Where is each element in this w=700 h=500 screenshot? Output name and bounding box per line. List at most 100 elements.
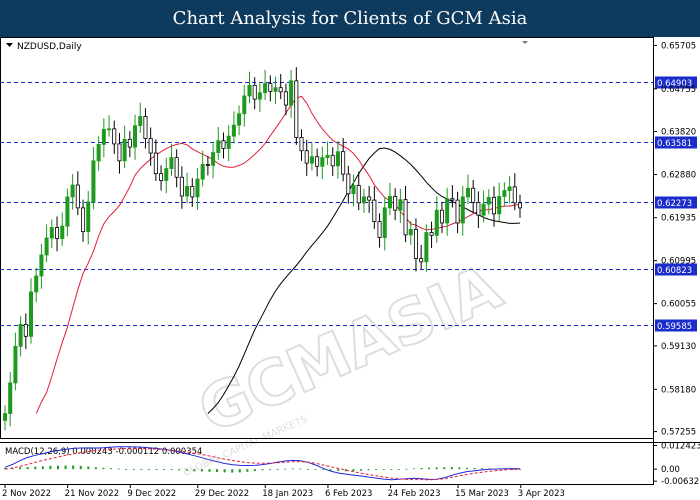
macd-histogram-bar [216,469,219,473]
candle-body [247,85,252,97]
macd-histogram-bar [72,465,75,470]
candle-body [419,258,424,263]
macd-histogram-bar [200,469,203,472]
candle-body [107,128,112,131]
fast-moving-average-line [35,95,521,414]
candle-body [507,186,512,191]
macd-histogram-bar [64,465,67,470]
time-tick-label: 15 Mar 2023 [455,489,509,499]
macd-histogram-bar [178,469,181,471]
candle-body [450,198,455,201]
time-tick-label: 24 Feb 2023 [388,489,441,499]
candle-body [221,140,226,149]
candle-body [2,413,8,421]
candle-body [28,291,34,337]
macd-histogram-bar [276,469,279,470]
macd-histogram-bar [4,468,6,470]
price-tick-label: 0.62880 [661,171,696,181]
time-axis: 2 Nov 2022 21 Nov 2022 9 Dec 2022 29 Dec 20… [2,484,565,499]
time-tick-label: 21 Nov 2022 [65,489,119,499]
macd-histogram-bar [488,468,491,470]
candle-body [491,196,497,215]
price-tick-label: 0.60995 [661,257,696,267]
candle-body [413,228,418,260]
macd-tick-label: 0.012423 [661,442,700,452]
candle-body [164,168,169,181]
price-panel-frame [0,37,654,439]
macd-histogram-bar [284,468,287,470]
candle-body [117,143,122,162]
macd-histogram-bar [435,467,438,470]
candle-body [278,87,283,93]
price-tick-label: 0.61935 [661,214,696,224]
macd-signal-line [4,448,521,481]
candle-body [320,157,325,167]
candle-body [377,221,382,238]
macd-histogram-bar [481,468,484,470]
time-tick-label: 9 Dec 2022 [127,489,176,499]
candle-body [512,186,517,204]
dropdown-triangle-icon [6,43,13,47]
macd-histogram-bar [94,467,97,470]
candle-body [356,185,361,204]
macd-histogram-bar [147,469,150,470]
candle-body [101,128,106,145]
candle-body [231,124,236,137]
candle-body [216,140,221,153]
candle-body [112,128,117,145]
level-tag [655,319,697,332]
macd-histogram-bar [140,469,143,470]
candle-body [55,227,60,239]
candle-body [497,196,502,215]
macd-histogram-bar [79,465,82,470]
macd-histogram-bar [117,468,120,470]
macd-histogram-bar [223,469,226,473]
candle-body [133,125,138,148]
candle-body [81,207,86,233]
candle-body [460,196,465,224]
candle-body [330,154,335,167]
macd-histogram-bar [299,468,302,470]
macd-histogram-bar [41,466,44,470]
candle-body [263,83,268,94]
candle-body [439,209,444,224]
candle-body [367,196,372,201]
price-axis-ticks: 0.65705 0.64755 0.63820 0.62880 0.61935 0.609… [653,41,696,438]
candle-body [283,91,288,106]
candle-body [195,178,200,198]
candle-body [465,187,470,198]
macd-histogram-bar [193,469,196,472]
candle-body [200,164,205,180]
macd-histogram-bar [19,467,22,470]
candle-body [398,199,403,211]
candle-body [268,83,273,92]
level-label: 0.60823 [657,266,692,276]
macd-histogram-bar [246,469,249,472]
candle-body [39,254,44,277]
level-label: 0.63581 [657,139,692,149]
macd-histogram-bar [269,469,272,470]
moving-averages [35,95,521,414]
candle-body [169,157,174,169]
candle-body [424,232,429,263]
macd-histogram-bar [420,468,423,470]
macd-histogram-bar [390,469,393,470]
candle-body [252,85,257,100]
macd-histogram-bar [352,469,355,472]
candle-body [65,196,70,227]
price-tick-label: 0.63820 [661,128,696,138]
macd-histogram-bar [238,469,241,473]
candle-body [372,199,377,222]
candle-body [429,232,434,236]
macd-histogram-bar [314,469,317,470]
page-title: Chart Analysis for Clients of GCM Asia [0,0,700,37]
macd-histogram-bar [185,469,188,471]
candle-body [8,382,13,414]
macd-histogram-bar [344,469,347,472]
candle-body [13,345,18,384]
macd-histogram-bar [306,468,309,470]
price-tick-label: 0.58180 [661,385,696,395]
candle-body [148,138,153,154]
candle-body [138,116,143,127]
macd-histogram-bar [367,469,370,471]
